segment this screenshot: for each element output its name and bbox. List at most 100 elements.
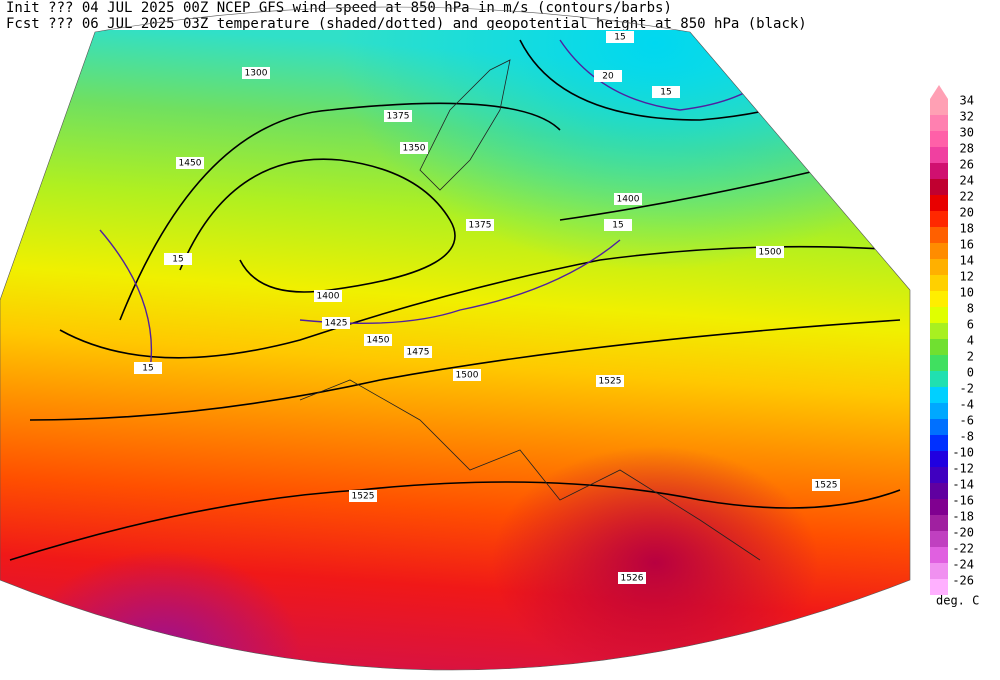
contour-label: 15 [134, 362, 162, 374]
contour-label: 1526 [618, 572, 646, 584]
colorbar-cell [930, 307, 948, 323]
colorbar-label: 12 [960, 270, 974, 284]
contour-label-text: 1400 [317, 292, 340, 302]
contour-label-text: 15 [142, 364, 153, 374]
colorbar-cell [930, 531, 948, 547]
contour-label: 1500 [756, 246, 784, 258]
colorbar-label: 16 [960, 238, 974, 252]
contour-label-text: 15 [660, 88, 671, 98]
contour-label: 15 [604, 219, 632, 231]
label-box [614, 193, 642, 205]
colorbar-label: -6 [960, 414, 974, 428]
colorbar-cell [930, 371, 948, 387]
label-box [242, 67, 270, 79]
contour-label-text: 15 [172, 255, 183, 265]
height-contours [9, 39, 901, 561]
colorbar-cell [930, 115, 948, 131]
colorbar-label: -20 [952, 526, 974, 540]
colorbar-cell [930, 579, 948, 595]
colorbar-label: 2 [967, 350, 974, 364]
colorbar-label: 6 [967, 318, 974, 332]
contour-label: 1450 [176, 157, 204, 169]
colorbar-cell [930, 323, 948, 339]
colorbar-cell [930, 99, 948, 115]
label-box [176, 157, 204, 169]
contour-label-text: 1525 [815, 481, 838, 491]
colorbar-cell [930, 243, 948, 259]
contour-label: 1425 [322, 317, 350, 329]
label-box [812, 479, 840, 491]
contour-label: 1525 [596, 375, 624, 387]
contour-label-text: 15 [612, 221, 623, 231]
colorbar-cell [930, 211, 948, 227]
colorbar-cell [930, 467, 948, 483]
colorbar-arrow [930, 85, 948, 99]
colorbar-label: 14 [960, 254, 974, 268]
contour-label-text: 1500 [759, 248, 782, 258]
colorbar-cell [930, 515, 948, 531]
colorbar-label: -4 [960, 398, 974, 412]
contour-label: 15 [164, 253, 192, 265]
colorbar-cell [930, 419, 948, 435]
colorbar-label: 32 [960, 110, 974, 124]
map [0, 30, 910, 670]
label-box [404, 346, 432, 358]
colorbar-label: 10 [960, 286, 974, 300]
colorbar-cell [930, 195, 948, 211]
colorbar-label: 30 [960, 126, 974, 140]
colorbar-cell [930, 291, 948, 307]
contour-label-text: 1350 [403, 144, 426, 154]
contour-label-text: 1300 [245, 69, 268, 79]
contour-label: 1525 [812, 479, 840, 491]
colorbar-cell [930, 403, 948, 419]
colorbar-label: 8 [967, 302, 974, 316]
coastline [299, 379, 761, 561]
colorbar-cell [930, 451, 948, 467]
label-box [652, 86, 680, 98]
colorbar-label: -24 [952, 558, 974, 572]
label-box [606, 31, 634, 43]
contour-label-text: 1400 [617, 195, 640, 205]
contour-label-text: 20 [602, 72, 614, 82]
contour-label: 1400 [314, 290, 342, 302]
colorbar-cell [930, 163, 948, 179]
colorbar-cell [930, 275, 948, 291]
contour-label-text: 1500 [456, 371, 479, 381]
label-box [314, 290, 342, 302]
contour-label: 1475 [404, 346, 432, 358]
colorbar-cell [930, 131, 948, 147]
contour-label: 1450 [364, 334, 392, 346]
colorbar-cell [930, 387, 948, 403]
contour-label: 1500 [453, 369, 481, 381]
colorbar-cell [930, 339, 948, 355]
label-box [322, 317, 350, 329]
contour-label: 15 [606, 31, 634, 43]
colorbar-label: -2 [960, 382, 974, 396]
colorbar-cell [930, 355, 948, 371]
colorbar-cell [930, 179, 948, 195]
colorbar-label: -18 [952, 510, 974, 524]
label-box [349, 490, 377, 502]
label-box [618, 572, 646, 584]
colorbar-label: -16 [952, 494, 974, 508]
label-box [604, 219, 632, 231]
colorbar-label: -10 [952, 446, 974, 460]
label-box [164, 253, 192, 265]
colorbar-label: 34 [960, 94, 974, 108]
colorbar-label: -26 [952, 574, 974, 588]
colorbar-label: -22 [952, 542, 974, 556]
colorbar-cell [930, 483, 948, 499]
contour-label-text: 1525 [352, 492, 375, 502]
colorbar-cell [930, 499, 948, 515]
colorbar-label: 18 [960, 222, 974, 236]
colorbar-label: 28 [960, 142, 974, 156]
label-box [364, 334, 392, 346]
label-box [596, 375, 624, 387]
colorbar-label: 4 [967, 334, 974, 348]
contour-label: 1400 [614, 193, 642, 205]
contour-label-text: 1425 [325, 319, 348, 329]
contour-label-text: 1525 [599, 377, 622, 387]
label-box [400, 142, 428, 154]
contour-label: 1300 [242, 67, 270, 79]
